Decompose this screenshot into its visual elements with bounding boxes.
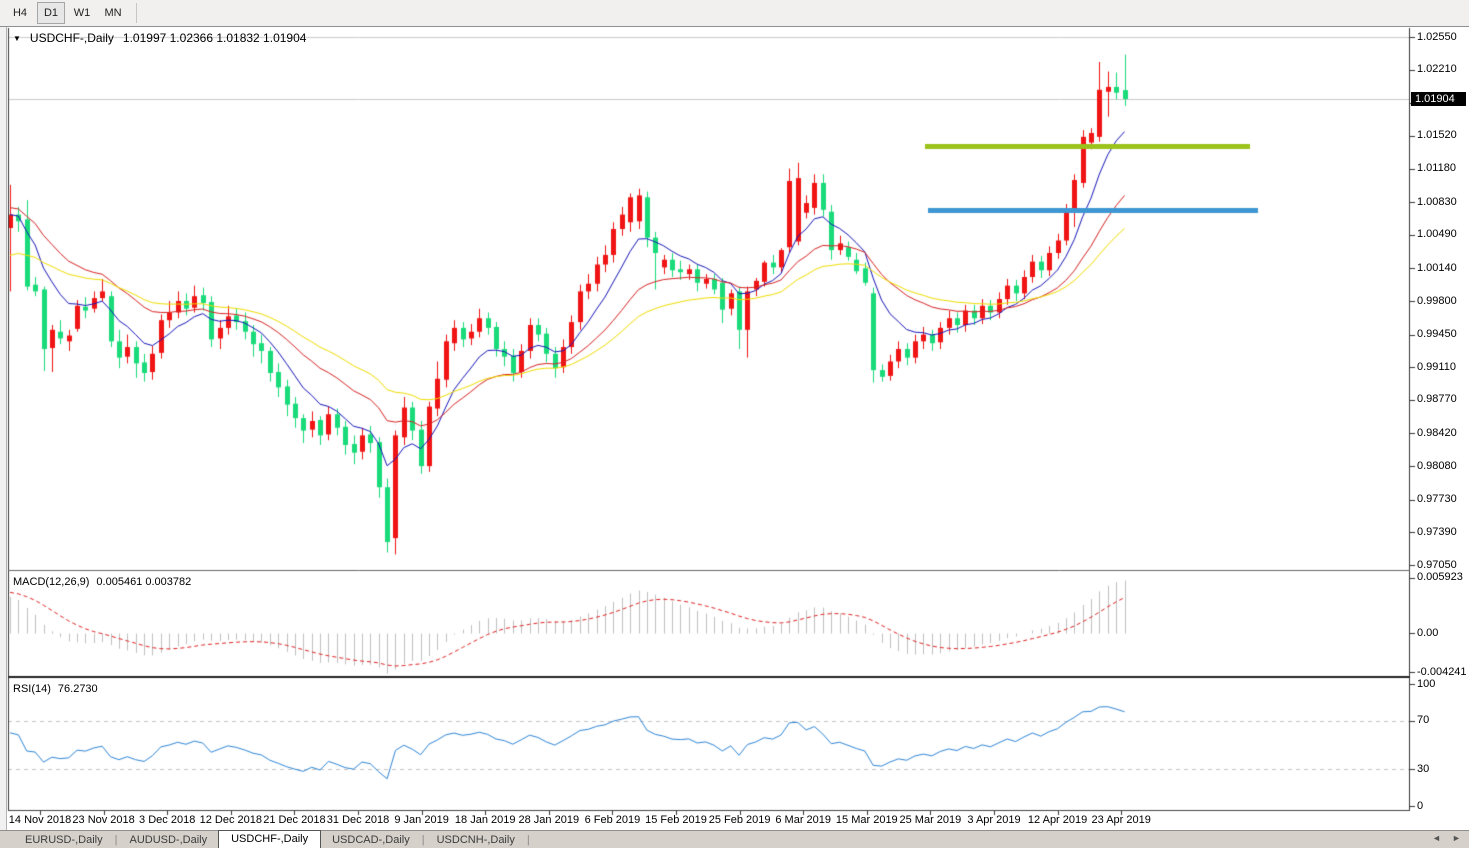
- macd-axis-label: 0.00: [1417, 626, 1439, 639]
- price-axis-label: 0.99800: [1417, 294, 1457, 307]
- price-axis-label: 1.00490: [1417, 228, 1457, 241]
- macd-axis-label: 0.005923: [1417, 571, 1463, 584]
- symbol-tab-usdchf[interactable]: USDCHF-,Daily: [218, 830, 322, 848]
- date-axis-label: 25 Feb 2019: [708, 814, 771, 826]
- tab-divider: |: [421, 834, 425, 846]
- macd-axis-label: -0.004241: [1417, 665, 1467, 678]
- symbol-tab-audusd[interactable]: AUDUSD-,Daily: [129, 834, 208, 846]
- date-axis-label: 6 Feb 2019: [584, 814, 641, 826]
- collapse-triangle-icon[interactable]: ▼: [13, 33, 21, 43]
- price-axis-label: 0.99450: [1417, 328, 1457, 341]
- timeframe-button-mn[interactable]: MN: [104, 7, 122, 19]
- price-axis-label: 0.97050: [1417, 558, 1457, 571]
- symbol-tab-bar: EURUSD-,Daily | AUDUSD-,Daily USDCHF-,Daily…: [0, 830, 1469, 848]
- symbol-tab-usdcnh[interactable]: USDCNH-,Daily: [436, 834, 515, 846]
- chart-ohlc-values: 1.01997 1.02366 1.01832 1.01904: [122, 31, 307, 45]
- tab-scroll-right-icon[interactable]: ►: [1452, 833, 1461, 843]
- rsi-axis-label: 0: [1417, 799, 1424, 812]
- symbol-tab-eurusd[interactable]: EURUSD-,Daily: [25, 834, 103, 846]
- date-axis-label: 9 Jan 2019: [394, 814, 449, 826]
- price-axis-label: 1.00830: [1417, 195, 1457, 208]
- tab-divider: |: [526, 834, 530, 846]
- rsi-axis-label: 70: [1417, 714, 1430, 727]
- date-axis-label: 23 Nov 2018: [72, 814, 135, 826]
- date-axis-label: 15 Mar 2019: [835, 814, 898, 826]
- price-axis-label: 1.01520: [1417, 129, 1457, 142]
- date-axis-label: 23 Apr 2019: [1091, 814, 1151, 826]
- symbol-tab-usdcad[interactable]: USDCAD-,Daily: [332, 834, 410, 846]
- rsi-axis-label: 100: [1417, 677, 1436, 690]
- price-axis-label: 1.02210: [1417, 63, 1457, 76]
- chart-symbol-label: USDCHF-,Daily: [29, 31, 114, 45]
- price-axis-label: 0.99110: [1417, 360, 1456, 373]
- date-axis-label: 3 Dec 2018: [139, 814, 196, 826]
- timeframe-button-w1[interactable]: W1: [73, 7, 91, 19]
- rsi-indicator-label: RSI(14) 76.2730: [13, 683, 98, 695]
- price-axis-label: 0.98420: [1417, 426, 1457, 439]
- price-axis-label: 1.02550: [1417, 30, 1457, 43]
- timeframe-toolbar: H4 D1 W1 MN: [0, 0, 1469, 27]
- window-left-edge: [0, 27, 7, 830]
- date-axis-label: 3 Apr 2019: [967, 814, 1021, 826]
- rsi-name: RSI(14): [13, 683, 51, 695]
- date-axis-label: 21 Dec 2018: [263, 814, 326, 826]
- date-axis-label: 25 Mar 2019: [899, 814, 962, 826]
- toolbar-separator: [136, 3, 137, 23]
- tab-divider: |: [114, 834, 118, 846]
- date-axis-label: 18 Jan 2019: [454, 814, 516, 826]
- macd-indicator-label: MACD(12,26,9) 0.005461 0.003782: [13, 576, 191, 588]
- price-axis-label: 0.97390: [1417, 525, 1457, 538]
- timeframe-button-h4[interactable]: H4: [12, 7, 28, 19]
- current-price-tag: 1.01904: [1411, 92, 1466, 107]
- date-axis-label: 12 Apr 2019: [1027, 814, 1088, 826]
- timeframe-button-d1[interactable]: D1: [37, 2, 65, 24]
- date-axis-label: 28 Jan 2019: [518, 814, 580, 826]
- price-axis-label: 0.97730: [1417, 493, 1457, 506]
- price-axis-label: 1.00140: [1417, 261, 1457, 274]
- tab-scroll-left-icon[interactable]: ◄: [1432, 833, 1441, 843]
- macd-name: MACD(12,26,9): [13, 576, 90, 588]
- price-axis-label: 0.98770: [1417, 393, 1457, 406]
- chart-title: ▼ USDCHF-,Daily 1.01997 1.02366 1.01832 …: [13, 31, 306, 45]
- price-axis-label: 1.01180: [1417, 162, 1456, 175]
- rsi-value: 76.2730: [57, 683, 98, 695]
- date-axis-label: 12 Dec 2018: [199, 814, 262, 826]
- date-axis-label: 6 Mar 2019: [775, 814, 832, 826]
- date-axis-label: 15 Feb 2019: [645, 814, 707, 826]
- date-axis-label: 14 Nov 2018: [8, 814, 72, 826]
- macd-values: 0.005461 0.003782: [96, 576, 192, 588]
- rsi-axis-label: 30: [1417, 762, 1430, 775]
- price-axis-label: 0.98080: [1417, 459, 1457, 472]
- date-axis-label: 31 Dec 2018: [326, 814, 390, 826]
